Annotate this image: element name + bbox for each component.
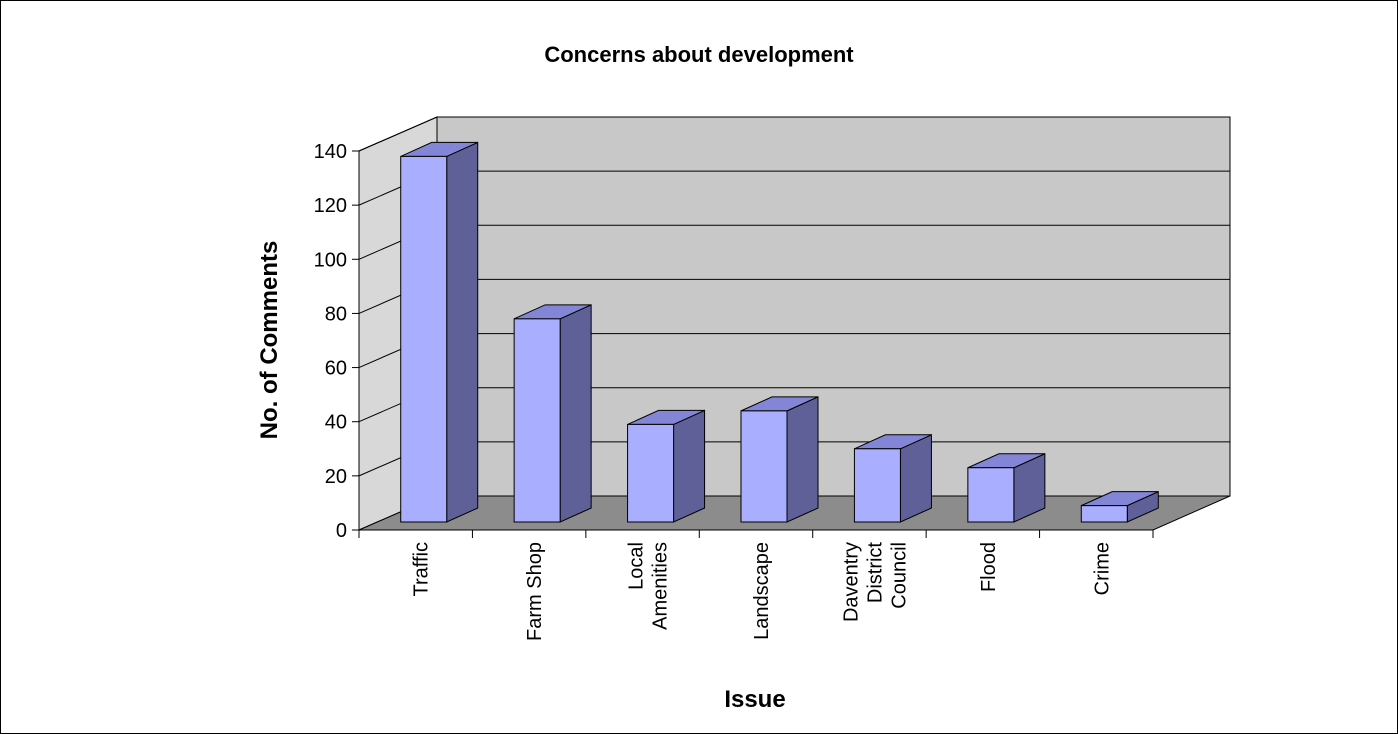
- y-tick-label: 60: [325, 358, 347, 380]
- y-axis-title: No. of Comments: [256, 241, 283, 440]
- gridline-side: [358, 116, 438, 152]
- x-tick-label: Council: [888, 542, 910, 609]
- x-tick-label: Amenities: [650, 542, 672, 630]
- bar-6: [967, 452, 1046, 523]
- x-tick-label: Flood: [978, 542, 1000, 592]
- bar-side: [559, 304, 592, 523]
- bar-front: [853, 448, 901, 523]
- bar-4: [740, 396, 819, 523]
- x-tick-label: Traffic: [411, 542, 433, 596]
- x-tick-label: Farm Shop: [524, 542, 546, 641]
- x-tick-label: Local: [626, 542, 648, 590]
- bar-front: [400, 155, 448, 523]
- x-tick-label: Landscape: [751, 542, 773, 640]
- bar-side: [673, 409, 706, 523]
- bar-5: [853, 434, 932, 523]
- x-tick-label: Daventry: [840, 542, 862, 622]
- y-tick-label: 100: [314, 249, 347, 271]
- y-tick-label: 40: [325, 412, 347, 434]
- x-tick-label: Crime: [1091, 542, 1113, 595]
- bar-side: [786, 396, 819, 523]
- y-tick-label: 20: [325, 466, 347, 488]
- bar-2: [513, 304, 592, 523]
- bar-front: [740, 410, 788, 523]
- x-axis-title: Issue: [724, 686, 785, 713]
- bar-front: [513, 318, 561, 523]
- bar-side: [446, 141, 479, 523]
- bar-7: [1080, 490, 1159, 523]
- bar-1: [400, 141, 479, 523]
- y-tick-label: 120: [314, 195, 347, 217]
- chart-title: Concerns about development: [544, 42, 854, 67]
- y-tick-label: 80: [325, 303, 347, 325]
- x-tick-label: District: [864, 542, 886, 604]
- y-tick-label: 0: [336, 520, 347, 542]
- bar-front: [967, 467, 1015, 523]
- y-tick-label: 140: [314, 141, 347, 163]
- bar-front: [1080, 505, 1128, 523]
- bar-3: [627, 409, 706, 523]
- bar-front: [627, 423, 675, 523]
- bar-side: [899, 434, 932, 523]
